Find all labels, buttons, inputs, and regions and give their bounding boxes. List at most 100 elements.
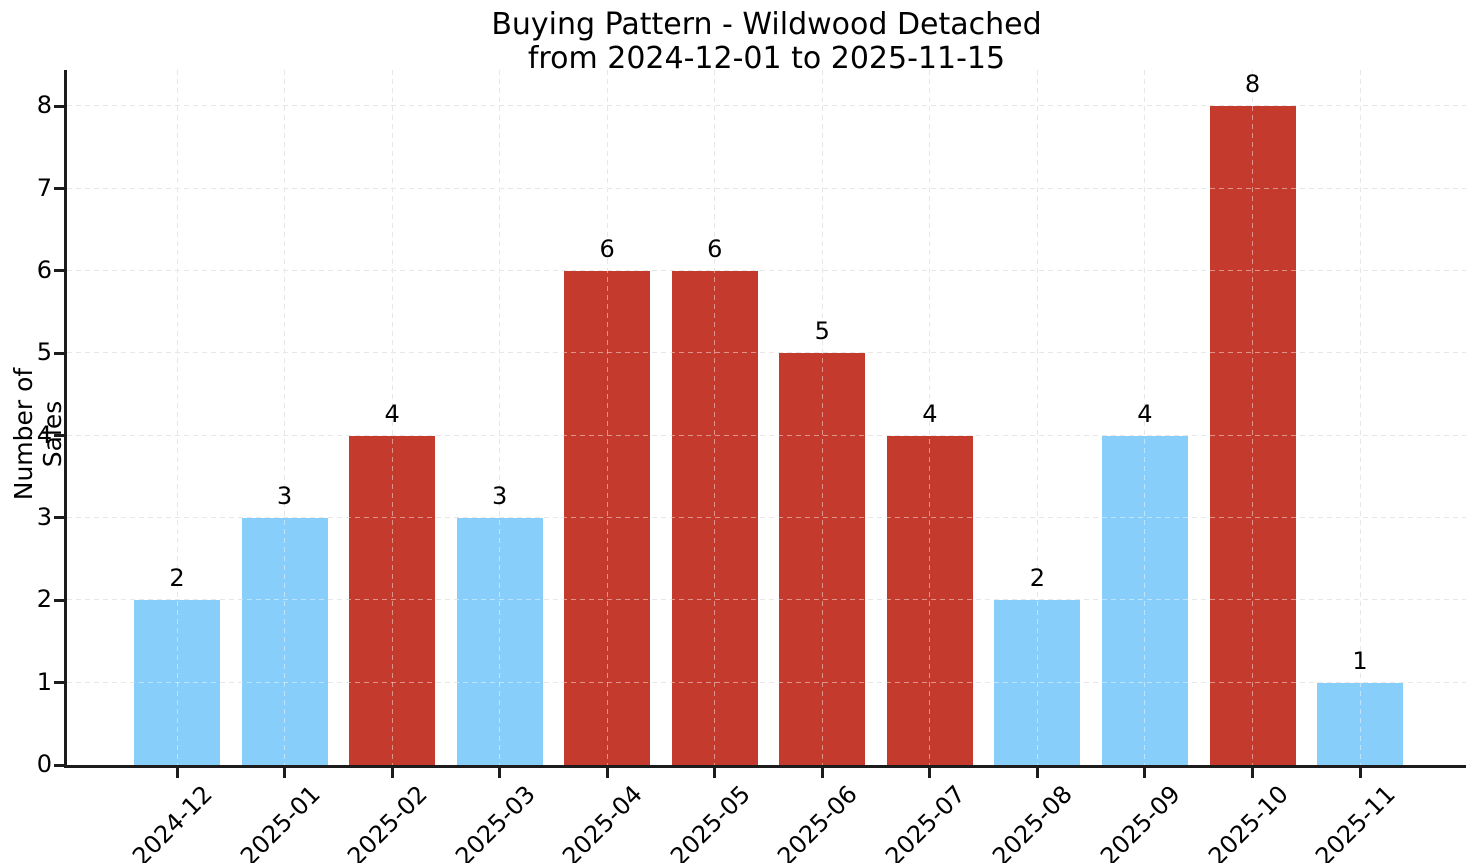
v-gridline-overlay (821, 70, 823, 765)
v-gridline-overlay (499, 70, 501, 765)
h-gridline (67, 187, 1466, 189)
x-tick-mark (390, 768, 394, 778)
h-gridline-overlay (67, 269, 1466, 271)
bar-value-label: 8 (1244, 70, 1261, 99)
v-gridline (1359, 70, 1361, 765)
v-gridline (1144, 70, 1146, 765)
v-gridline (929, 70, 931, 765)
x-tick-mark (1251, 768, 1254, 778)
h-gridline-overlay (67, 681, 1466, 683)
bar-value-label: 4 (1137, 399, 1153, 428)
y-tick-mark (54, 351, 64, 355)
x-tick-label: 2025-04 (557, 780, 648, 863)
h-gridline-overlay (67, 352, 1466, 354)
bar-2025-01 (241, 517, 328, 765)
y-tick-mark (54, 516, 64, 520)
chart-subtitle: from 2024-12-01 to 2025-11-15 (527, 41, 1006, 76)
bar-value-label: 3 (276, 481, 293, 510)
x-tick-mark (605, 768, 609, 778)
y-tick-label: 2 (36, 585, 52, 614)
v-gridline-overlay (714, 70, 716, 765)
y-tick-label: 7 (36, 173, 52, 202)
bar-value-label: 4 (922, 399, 938, 428)
bar-value-label: 1 (1352, 646, 1368, 675)
v-gridline (1036, 70, 1038, 765)
bar-2025-11 (1317, 682, 1404, 765)
bar-value-label: 3 (492, 481, 508, 510)
h-gridline-overlay (67, 599, 1466, 601)
h-gridline (67, 516, 1466, 518)
y-tick-mark (54, 598, 64, 602)
y-tick-label: 3 (36, 503, 52, 532)
v-gridline-overlay (606, 70, 608, 765)
v-gridline (284, 70, 286, 765)
y-tick-mark (54, 763, 64, 767)
x-tick-mark (498, 768, 502, 778)
x-tick-label: 2025-11 (1310, 780, 1401, 863)
h-gridline (67, 269, 1466, 271)
h-gridline (67, 681, 1466, 683)
y-tick-label: 5 (36, 338, 52, 367)
bar-2025-04 (564, 270, 651, 765)
v-gridline (391, 70, 393, 765)
v-gridline-overlay (1144, 70, 1146, 765)
v-gridline-overlay (1252, 70, 1253, 765)
plot-area: 2 3 4 3 6 6 5 4 2 4 8 1 (64, 70, 1466, 768)
y-tick-label: 1 (36, 667, 52, 696)
h-gridline (67, 434, 1466, 436)
chart-title-block: Buying Pattern - Wildwood Detached from … (67, 8, 1466, 76)
x-tick-mark (1143, 768, 1147, 778)
h-gridline (67, 599, 1466, 601)
bar-value-label: 2 (1029, 564, 1046, 593)
v-gridline-overlay (176, 70, 178, 765)
x-tick-mark (928, 768, 932, 778)
x-tick-mark (175, 768, 179, 778)
chart-title: Buying Pattern - Wildwood Detached (491, 7, 1042, 42)
bar-2025-06 (779, 353, 866, 765)
v-gridline-overlay (1036, 70, 1038, 765)
v-gridline-overlay (929, 70, 931, 765)
bar-value-label: 5 (814, 317, 830, 346)
bar-value-label: 6 (599, 234, 615, 263)
x-tick-label: 2025-09 (1095, 780, 1186, 863)
v-gridline-overlay (391, 70, 393, 765)
x-tick-mark (820, 768, 824, 778)
bar-2024-12 (134, 600, 220, 765)
x-tick-label: 2025-08 (987, 780, 1079, 863)
y-tick-mark (54, 187, 64, 191)
bar-2025-07 (886, 435, 973, 765)
y-tick-label: 0 (36, 750, 52, 779)
x-tick-label: 2025-05 (664, 780, 756, 863)
x-tick-label: 2025-02 (342, 780, 433, 863)
x-tick-mark (713, 768, 717, 778)
bar-value-label: 6 (707, 234, 723, 263)
v-gridline (499, 70, 501, 765)
bar-2025-05 (671, 270, 758, 765)
x-tick-label: 2025-07 (879, 780, 971, 863)
h-gridline-overlay (67, 516, 1466, 518)
bar-2025-02 (349, 435, 436, 765)
h-gridline (67, 105, 1466, 107)
x-tick-label: 2025-03 (449, 780, 541, 863)
x-tick-label: 2024-12 (127, 780, 218, 863)
v-gridline-overlay (284, 70, 286, 765)
x-tick-mark (1035, 768, 1039, 778)
y-tick-label: 8 (36, 91, 52, 120)
x-tick-mark (1358, 768, 1362, 778)
x-tick-mark (283, 768, 287, 778)
bar-value-label: 4 (384, 399, 400, 428)
v-gridline (176, 70, 178, 765)
bar-2025-08 (994, 600, 1081, 765)
y-tick-mark (54, 681, 64, 685)
y-tick-mark (54, 269, 64, 273)
h-gridline-overlay (67, 187, 1466, 189)
x-tick-label: 2025-01 (234, 780, 326, 863)
x-tick-label: 2025-06 (772, 780, 864, 863)
bar-value-label: 2 (169, 564, 185, 593)
y-tick-mark (54, 434, 64, 438)
y-tick-mark (54, 104, 64, 108)
h-gridline-overlay (67, 105, 1466, 107)
bar-2025-09 (1101, 435, 1188, 765)
v-gridline-overlay (1359, 70, 1361, 765)
